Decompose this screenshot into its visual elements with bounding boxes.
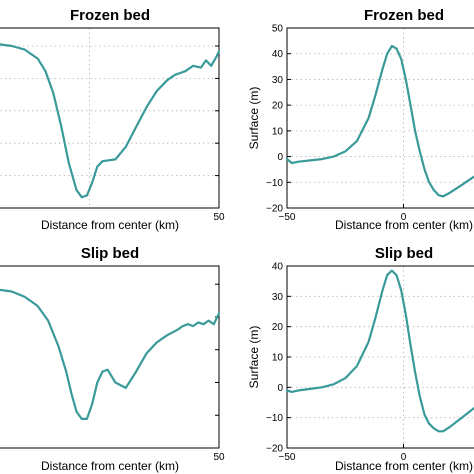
y-tick-label: −20	[266, 444, 283, 455]
y-tick-label: 20	[272, 101, 284, 112]
x-axis-label: Distance from center (km)	[335, 218, 473, 232]
x-tick-label: 0	[401, 452, 407, 463]
series-line	[0, 43, 221, 199]
y-tick-label: 30	[272, 292, 284, 303]
series-line	[285, 269, 474, 433]
chart-panel-4: −20 −10 0 10 20 30 40 −50 0 Slip bed Distance from…	[247, 245, 474, 473]
y-tick-label: 50	[272, 24, 284, 35]
chart-panel-1: 50 Frozen bed Distance from center (km)	[0, 7, 225, 232]
x-axis-label: Distance from center (km)	[41, 459, 179, 473]
chart-title: Slip bed	[81, 245, 139, 262]
chart-panel-2: −20 −10 0 10 20 30 40 50 −50 0 Frozen bed Distance …	[247, 7, 474, 232]
x-tick-label: 50	[213, 212, 225, 223]
x-tick-label: 0	[401, 212, 407, 223]
y-tick-label: 40	[272, 49, 284, 60]
chart-title: Frozen bed	[364, 7, 444, 24]
chart-title: Frozen bed	[70, 7, 150, 24]
x-tick-label: 50	[213, 452, 225, 463]
y-tick-label: −10	[266, 178, 283, 189]
y-axis-label: Surface (m)	[247, 326, 261, 389]
y-tick-label: −20	[266, 204, 283, 215]
y-tick-label: 0	[277, 152, 283, 163]
plot-frame	[0, 265, 220, 449]
y-axis-label: Surface (m)	[247, 87, 261, 150]
x-tick-label: −50	[279, 452, 296, 463]
y-tick-label: 0	[277, 383, 283, 394]
series-line	[0, 288, 221, 420]
y-tick-label: 20	[272, 322, 284, 333]
plot-frame	[0, 27, 220, 209]
series-line	[285, 44, 474, 198]
y-tick-label: 30	[272, 75, 284, 86]
chart-panel-3: 50 Slip bed Distance from center (km)	[0, 245, 225, 473]
y-tick-label: −10	[266, 413, 283, 424]
x-tick-label: −50	[279, 212, 296, 223]
chart-title: Slip bed	[375, 245, 433, 262]
x-axis-label: Distance from center (km)	[41, 218, 179, 232]
plot-frame	[286, 27, 474, 209]
y-tick-label: 10	[272, 353, 284, 364]
y-tick-label: 10	[272, 126, 284, 137]
y-tick-label: 40	[272, 262, 284, 273]
x-axis-label: Distance from center (km)	[335, 459, 473, 473]
